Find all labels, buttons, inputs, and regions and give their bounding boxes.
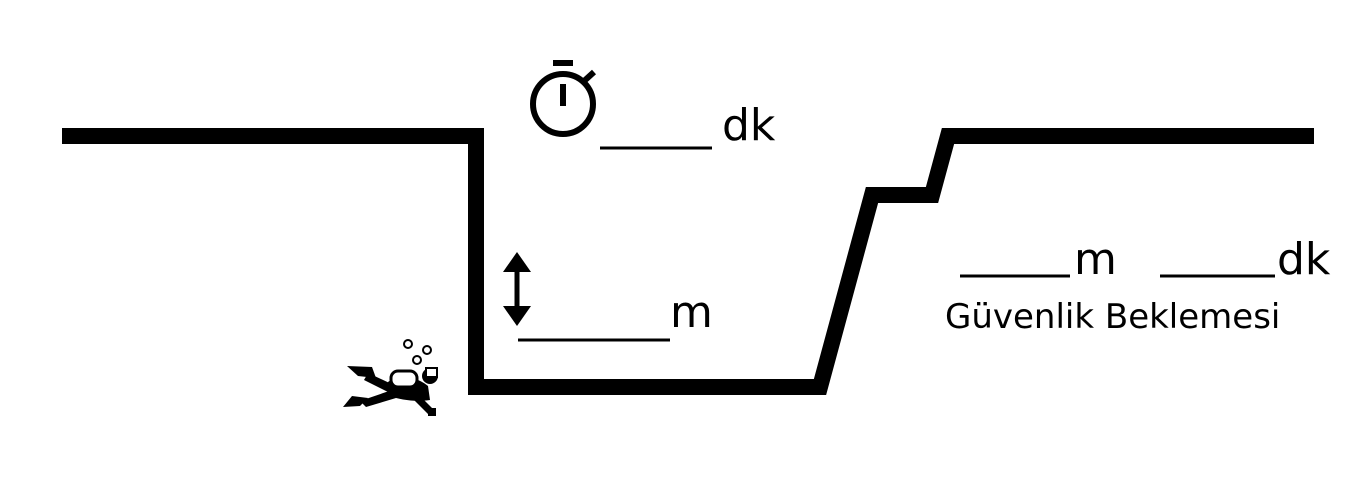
- safety-stop-caption: Güvenlik Beklemesi: [945, 297, 1280, 337]
- depth-unit: m: [670, 287, 713, 338]
- double-arrow-vertical-icon: [503, 252, 531, 326]
- safety-stop-time-unit: dk: [1277, 234, 1331, 285]
- scuba-diver-icon: [343, 339, 438, 416]
- safety-stop-depth-unit: m: [1074, 234, 1117, 285]
- dive-profile-line: [62, 128, 1314, 395]
- bottom-time-unit: dk: [722, 100, 776, 151]
- stopwatch-icon: [530, 60, 597, 137]
